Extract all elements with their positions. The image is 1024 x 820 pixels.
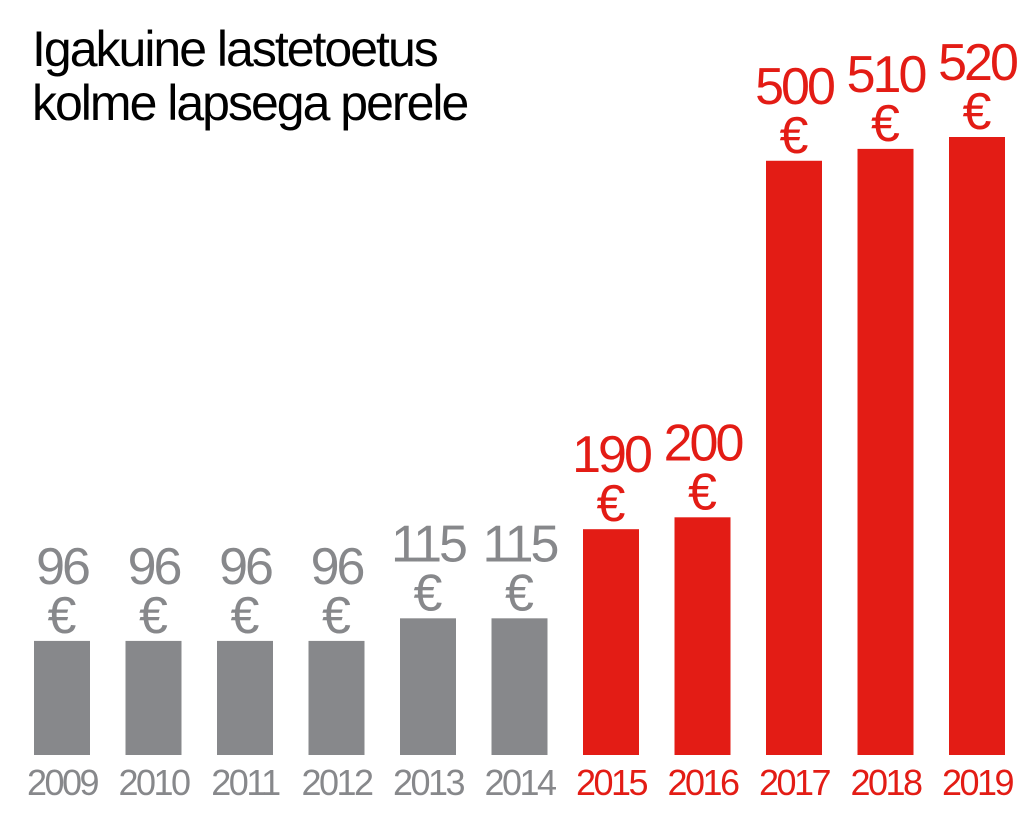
value-label-2013: 115 (391, 515, 466, 573)
bar-2009 (34, 640, 90, 755)
category-label-2018: 2018 (850, 762, 922, 803)
value-unit-2019: € (963, 83, 992, 141)
value-unit-2011: € (231, 587, 260, 645)
value-unit-2013: € (414, 564, 443, 622)
bar-2013 (400, 618, 456, 755)
category-label-2011: 2011 (211, 762, 280, 803)
chart-title-line-2: kolme lapsega perele (32, 75, 469, 131)
category-label-2014: 2014 (484, 762, 556, 803)
value-label-2011: 96 (219, 538, 272, 596)
value-label-2014: 115 (483, 515, 558, 573)
bar-2017 (766, 160, 822, 755)
value-unit-2016: € (688, 463, 717, 521)
value-label-2010: 96 (128, 538, 181, 596)
bar-2012 (308, 640, 365, 755)
bar-2015 (583, 529, 639, 755)
chart-title: Igakuine lastetoetus kolme lapsega perel… (32, 21, 469, 131)
category-label-2017: 2017 (759, 762, 831, 803)
chart-title-line-1: Igakuine lastetoetus (32, 21, 439, 77)
value-unit-2014: € (505, 564, 534, 622)
value-label-2017: 500 (755, 58, 834, 116)
value-label-2019: 520 (938, 34, 1017, 92)
value-label-2016: 200 (664, 414, 743, 472)
category-label-2015: 2015 (576, 762, 648, 803)
bar-2019 (949, 137, 1005, 755)
bar-2018 (857, 148, 914, 755)
category-label-2016: 2016 (667, 762, 739, 803)
bar-2011 (217, 640, 273, 755)
category-label-2013: 2013 (393, 762, 465, 803)
value-label-2015: 190 (572, 426, 651, 484)
bar-2016 (674, 517, 731, 755)
value-unit-2017: € (780, 107, 809, 165)
category-label-2012: 2012 (301, 762, 373, 803)
value-unit-2010: € (139, 587, 168, 645)
value-unit-2009: € (48, 587, 77, 645)
bar-2010 (125, 640, 182, 755)
category-label-2009: 2009 (27, 762, 99, 803)
category-label-2019: 2019 (942, 762, 1014, 803)
category-label-2010: 2010 (118, 762, 190, 803)
bar-2014 (491, 618, 548, 755)
value-unit-2015: € (597, 475, 626, 533)
value-label-2012: 96 (311, 538, 364, 596)
value-label-2018: 510 (847, 46, 926, 104)
value-unit-2012: € (322, 587, 351, 645)
value-unit-2018: € (871, 95, 900, 153)
value-label-2009: 96 (36, 538, 89, 596)
